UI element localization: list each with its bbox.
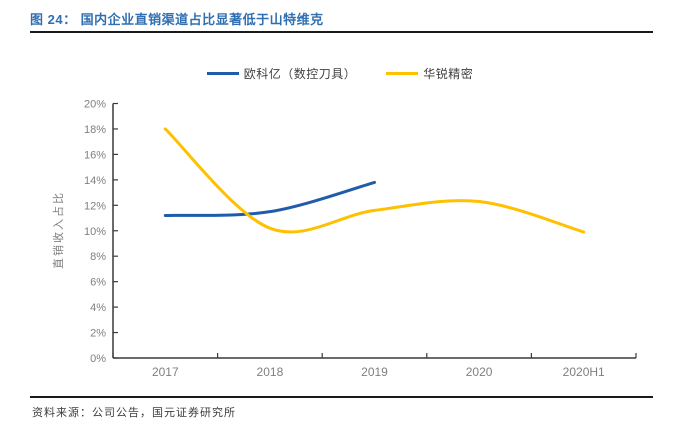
source-note: 资料来源：公司公告，国元证券研究所 — [32, 407, 236, 419]
x-tick-label: 2020 — [466, 365, 493, 379]
x-tick-label: 2019 — [361, 365, 388, 379]
legend-label: 华锐精密 — [423, 67, 474, 81]
figure-title: 图 24： 国内企业直销渠道占比显著低于山特维克 — [30, 12, 324, 27]
x-tick-label: 2020H1 — [563, 365, 605, 379]
legend-item-huarui: 华锐精密 — [386, 65, 473, 82]
legend-item-oukeyi: 欧科亿（数控刀具） — [206, 65, 357, 82]
legend-line-swatch-gold — [386, 72, 419, 75]
series-line-0 — [163, 180, 376, 217]
legend-line-swatch-blue — [206, 72, 239, 75]
chart-legend: 欧科亿（数控刀具） 华锐精密 — [0, 65, 680, 82]
y-tick-label: 16% — [84, 149, 106, 161]
y-tick-label: 20% — [84, 99, 106, 111]
y-tick-label: 4% — [90, 302, 106, 314]
y-tick-label: 8% — [90, 251, 106, 263]
y-tick-label: 2% — [90, 328, 106, 340]
y-tick-label: 12% — [84, 200, 106, 212]
series-line-1 — [163, 127, 586, 234]
legend-label: 欧科亿（数控刀具） — [243, 67, 357, 81]
title-divider — [30, 31, 653, 33]
y-tick-label: 18% — [84, 124, 106, 136]
y-tick-label: 0% — [90, 353, 106, 365]
y-tick-label: 10% — [84, 226, 106, 238]
y-tick-label: 6% — [90, 277, 106, 289]
y-tick-label: 14% — [84, 175, 106, 187]
footer-divider — [30, 396, 653, 398]
x-tick-label: 2017 — [152, 365, 179, 379]
x-tick-label: 2018 — [257, 365, 284, 379]
